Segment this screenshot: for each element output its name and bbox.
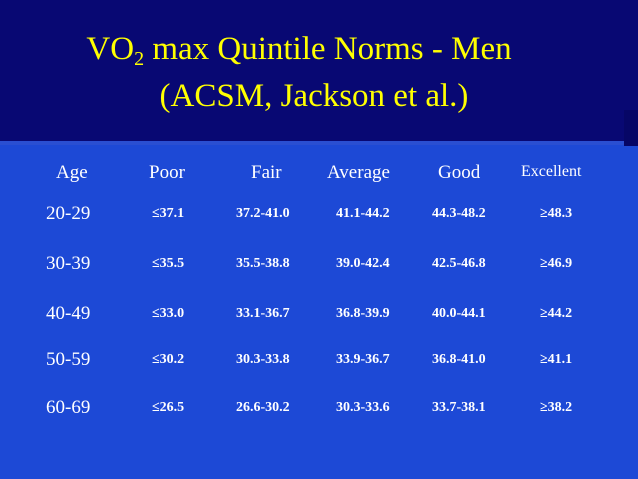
cell-fair: 35.5-38.8 bbox=[236, 256, 290, 271]
cell-poor: ≤26.5 bbox=[152, 400, 185, 415]
cell-age: 60-69 bbox=[46, 397, 91, 418]
header-good: Good bbox=[438, 162, 481, 183]
cell-poor: ≤30.2 bbox=[152, 352, 185, 367]
table-row: 20-29 ≤37.1 37.2-41.0 41.1-44.2 44.3-48.… bbox=[0, 203, 638, 243]
cell-excellent: ≥48.3 bbox=[540, 206, 573, 221]
cell-excellent: ≥38.2 bbox=[540, 400, 573, 415]
header-age: Age bbox=[56, 162, 88, 183]
cell-fair: 37.2-41.0 bbox=[236, 206, 290, 221]
cell-average: 30.3-33.6 bbox=[336, 400, 390, 415]
cell-good: 42.5-46.8 bbox=[432, 256, 486, 271]
cell-fair: 26.6-30.2 bbox=[236, 400, 290, 415]
cell-age: 50-59 bbox=[46, 349, 91, 370]
header-fair: Fair bbox=[251, 162, 282, 183]
header-average: Average bbox=[327, 162, 390, 183]
cell-average: 39.0-42.4 bbox=[336, 256, 390, 271]
cell-poor: ≤33.0 bbox=[152, 306, 185, 321]
cell-poor: ≤37.1 bbox=[152, 206, 185, 221]
cell-poor: ≤35.5 bbox=[152, 256, 185, 271]
slide-title: VO2 max Quintile Norms - Men (ACSM, Jack… bbox=[0, 26, 638, 120]
table-row: 40-49 ≤33.0 33.1-36.7 36.8-39.9 40.0-44.… bbox=[0, 303, 638, 343]
cell-excellent: ≥41.1 bbox=[540, 352, 573, 367]
table-row: 50-59 ≤30.2 30.3-33.8 33.9-36.7 36.8-41.… bbox=[0, 349, 638, 389]
cell-excellent: ≥46.9 bbox=[540, 256, 573, 271]
cell-good: 40.0-44.1 bbox=[432, 306, 486, 321]
cell-good: 33.7-38.1 bbox=[432, 400, 486, 415]
cell-average: 33.9-36.7 bbox=[336, 352, 390, 367]
cell-average: 36.8-39.9 bbox=[336, 306, 390, 321]
cell-good: 36.8-41.0 bbox=[432, 352, 486, 367]
title-line-2: (ACSM, Jackson et al.) bbox=[159, 78, 469, 114]
cell-fair: 33.1-36.7 bbox=[236, 306, 290, 321]
header-excellent: Excellent bbox=[521, 163, 582, 180]
panel-edge-decoration bbox=[624, 110, 638, 146]
table-row: 60-69 ≤26.5 26.6-30.2 30.3-33.6 33.7-38.… bbox=[0, 397, 638, 437]
cell-age: 40-49 bbox=[46, 303, 91, 324]
cell-age: 30-39 bbox=[46, 253, 91, 274]
cell-good: 44.3-48.2 bbox=[432, 206, 486, 221]
cell-excellent: ≥44.2 bbox=[540, 306, 573, 321]
cell-fair: 30.3-33.8 bbox=[236, 352, 290, 367]
header-poor: Poor bbox=[149, 162, 185, 183]
cell-age: 20-29 bbox=[46, 203, 91, 224]
cell-average: 41.1-44.2 bbox=[336, 206, 390, 221]
title-line-1: VO2 max Quintile Norms - Men bbox=[86, 31, 512, 70]
table-row: 30-39 ≤35.5 35.5-38.8 39.0-42.4 42.5-46.… bbox=[0, 253, 638, 293]
table-panel bbox=[0, 141, 638, 479]
